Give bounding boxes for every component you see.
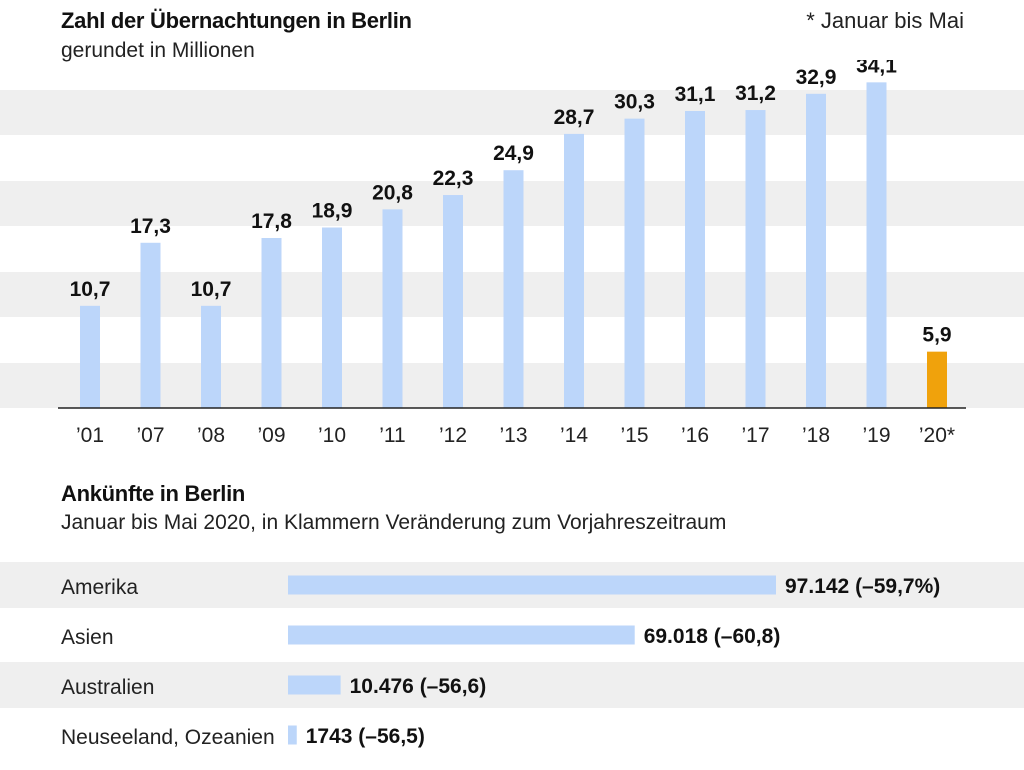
row-band — [0, 662, 1024, 708]
bar-value-label: 17,8 — [251, 210, 292, 233]
section-subtitle-arrivals: Januar bis Mai 2020, in Klammern Verände… — [61, 511, 727, 534]
bar — [927, 351, 947, 408]
hbar-value-label: 69.018 (–60,8) — [644, 625, 781, 648]
x-tick-label: ’19 — [862, 424, 890, 447]
x-tick-label: ’11 — [379, 424, 405, 447]
x-tick-label: ’16 — [681, 424, 709, 447]
x-tick-label: ’07 — [136, 424, 164, 447]
bar-value-label: 10,7 — [70, 278, 111, 301]
arrivals-horizontal-bar-chart: Amerika 97.142 (–59,7%) Asien 69.018 (–60,8… — [0, 562, 1024, 749]
bar-value-label: 31,2 — [735, 82, 776, 105]
hbar-value-label: 97.142 (–59,7%) — [785, 575, 940, 598]
bar — [745, 110, 766, 408]
overnight-stays-bar-chart: 10,7 17,3 10,7 17,8 18,9 20,8 22,3 24,9 28,7 30,3… — [0, 60, 1024, 447]
x-tick-label: ’15 — [620, 424, 648, 447]
region-label: Australien — [61, 676, 154, 699]
hbar — [288, 725, 297, 745]
bar-value-label: 34,1 — [856, 60, 897, 77]
x-tick-label: ’20* — [919, 424, 955, 447]
section-title-arrivals: Ankünfte in Berlin — [61, 481, 246, 506]
bar-value-label: 24,9 — [493, 142, 534, 165]
hbar — [288, 675, 341, 695]
bar-value-label: 20,8 — [372, 181, 413, 204]
hbar-value-label: 1743 (–56,5) — [306, 725, 425, 748]
x-tick-label: ’01 — [76, 424, 104, 447]
grid-band — [0, 90, 1024, 135]
bar — [201, 305, 221, 408]
chart-subtitle: gerundet in Millionen — [61, 39, 255, 62]
bar — [866, 82, 887, 408]
bar — [140, 242, 161, 408]
bar-value-label: 31,1 — [675, 83, 716, 106]
x-tick-label: ’13 — [499, 424, 527, 447]
bar-value-label: 30,3 — [614, 91, 655, 114]
bar — [564, 133, 584, 408]
x-tick-label: ’18 — [802, 424, 830, 447]
x-tick-label: ’08 — [197, 424, 225, 447]
x-tick-label: ’10 — [318, 424, 346, 447]
bar — [624, 118, 645, 408]
bar — [382, 209, 403, 408]
bar-value-label: 10,7 — [191, 278, 232, 301]
x-tick-label: ’12 — [439, 424, 467, 447]
bar — [261, 238, 282, 408]
bar-value-label: 22,3 — [433, 167, 474, 190]
region-label: Neuseeland, Ozeanien — [61, 726, 275, 749]
bar-value-label: 18,9 — [312, 200, 353, 223]
chart-footnote: * Januar bis Mai — [806, 8, 964, 33]
bar-value-label: 17,3 — [130, 215, 171, 238]
x-tick-label: ’14 — [560, 424, 588, 447]
bar — [322, 227, 342, 408]
bar — [503, 170, 524, 408]
bar — [80, 305, 100, 408]
bar — [443, 195, 463, 408]
x-tick-label: ’17 — [741, 424, 769, 447]
hbar — [288, 625, 635, 645]
bar — [806, 93, 826, 409]
region-label: Asien — [61, 626, 114, 649]
x-tick-label: ’09 — [257, 424, 285, 447]
hbar-value-label: 10.476 (–56,6) — [350, 675, 487, 698]
hbar — [288, 575, 776, 595]
region-label: Amerika — [61, 576, 138, 599]
chart-title: Zahl der Übernachtungen in Berlin — [61, 8, 412, 33]
bar-value-label: 32,9 — [796, 66, 837, 89]
bar — [685, 110, 705, 408]
bar-value-label: 5,9 — [922, 324, 951, 347]
bar-value-label: 28,7 — [554, 106, 595, 129]
